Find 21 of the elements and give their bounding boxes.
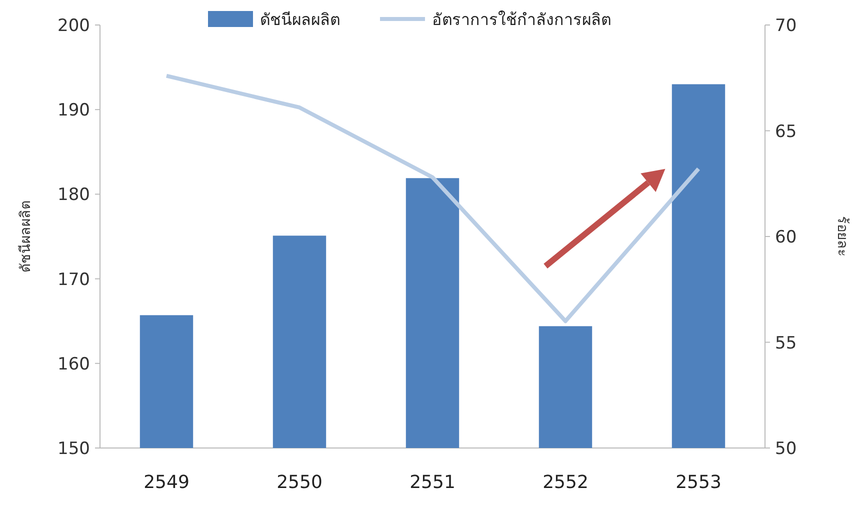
y-tick-label: 190 [58, 100, 90, 121]
legend-label: อัตราการใช้กำลังการผลิต [432, 10, 611, 29]
x-tick-label: 2553 [676, 472, 722, 493]
x-tick-label: 2552 [542, 472, 588, 493]
y2-axis-title: ร้อยละ [834, 216, 850, 257]
y-tick-label: 180 [58, 185, 90, 206]
x-tick-label: 2549 [144, 472, 190, 493]
y2-tick-label: 60 [775, 228, 797, 248]
x-tick-label: 2551 [410, 472, 456, 493]
y2-tick-label: 70 [775, 16, 797, 36]
y-tick-label: 150 [58, 439, 90, 459]
y-tick-label: 170 [58, 270, 90, 290]
y2-tick-label: 50 [775, 439, 797, 459]
y-tick-label: 160 [58, 354, 90, 374]
y2-tick-label: 65 [775, 122, 797, 142]
line-series [164, 74, 700, 324]
x-tick-label: 2550 [276, 472, 322, 493]
y-tick-label: 200 [58, 16, 90, 36]
y-axis-title: ดัชนีผลผลิต [18, 200, 34, 272]
legend-label: ดัชนีผลผลิต [260, 10, 340, 29]
y2-tick-label: 55 [775, 333, 797, 354]
